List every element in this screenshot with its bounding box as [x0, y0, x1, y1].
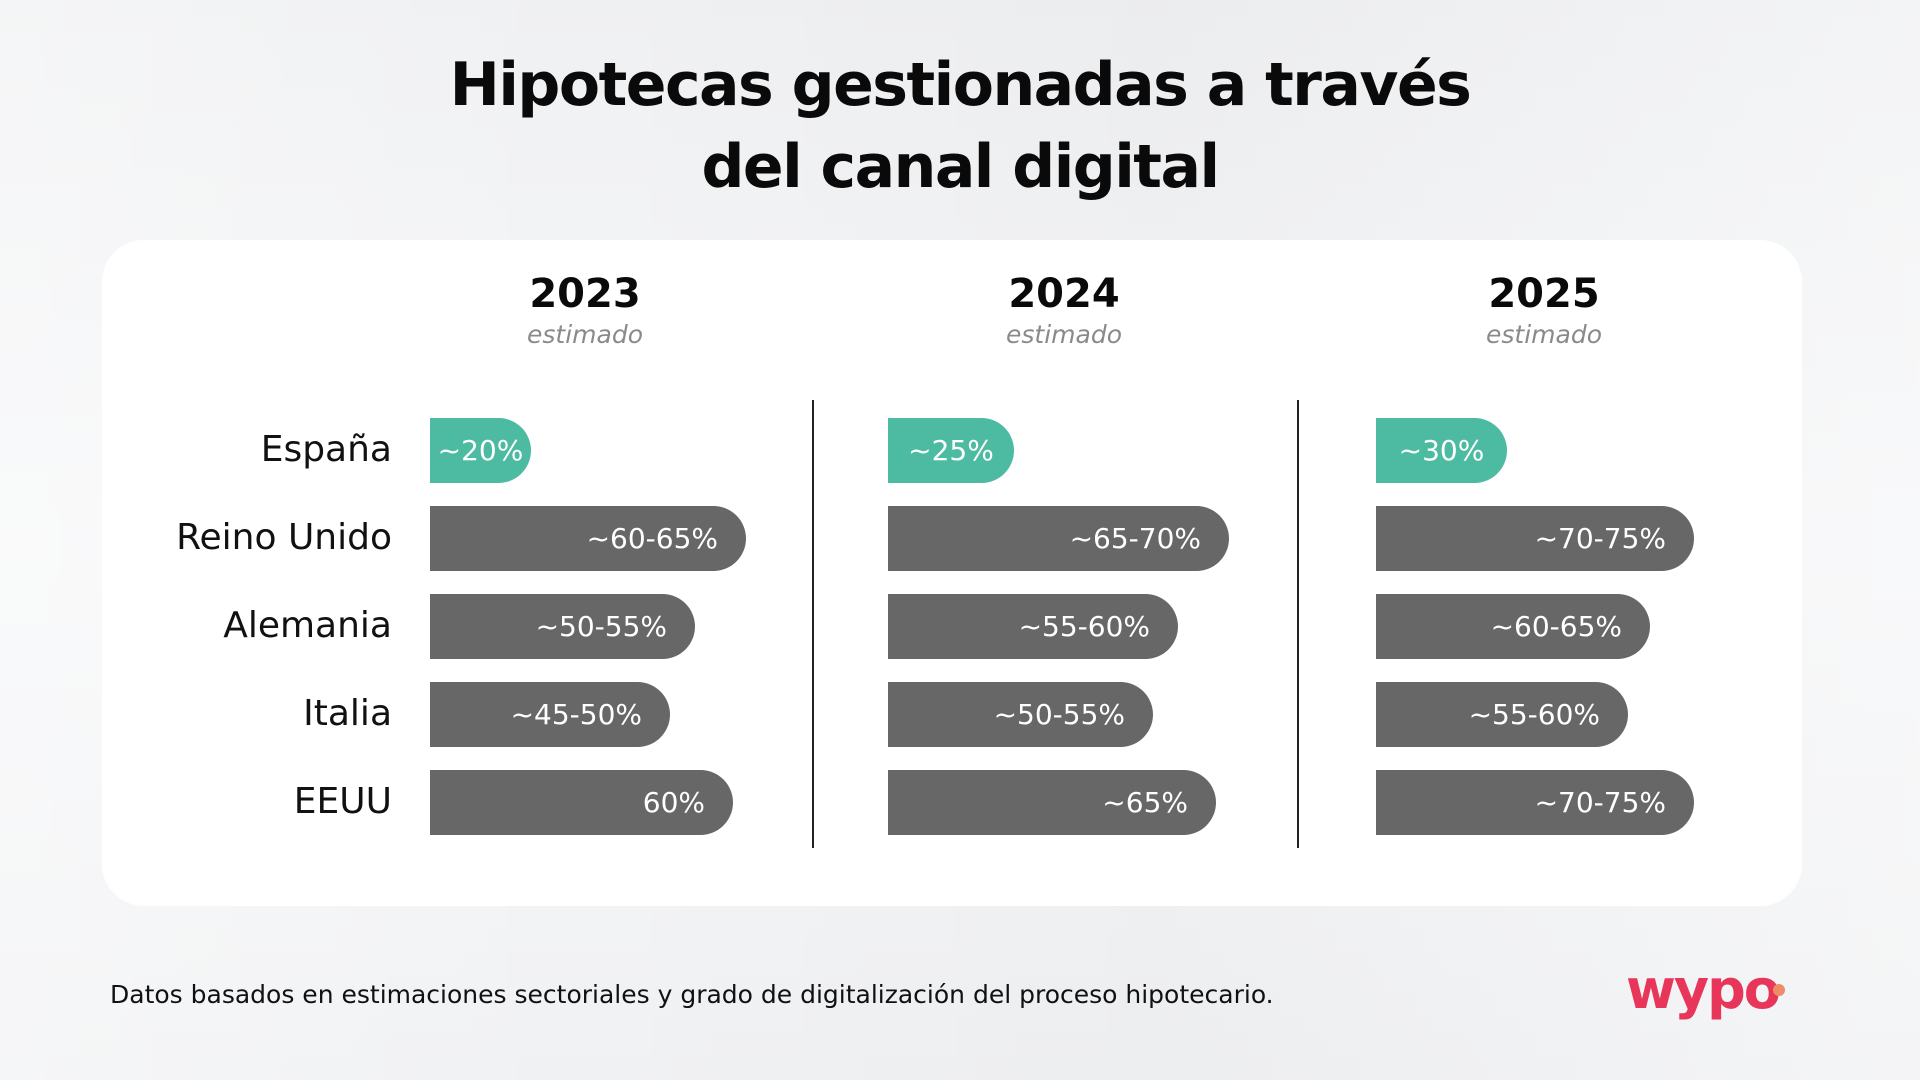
bar-2025-1: ~70-75% [1376, 506, 1694, 571]
bar-label: ~50-55% [535, 610, 667, 643]
panel-year: 2025 [1488, 271, 1600, 317]
bar-2023-1: ~60-65% [430, 506, 746, 571]
bar-2025-4: ~70-75% [1376, 770, 1694, 835]
title-line-2: del canal digital [701, 132, 1220, 202]
panel-divider-1 [1297, 400, 1299, 848]
bar-2023-0: ~20% [430, 418, 531, 483]
bar-2023-4: 60% [430, 770, 733, 835]
title-line-1: Hipotecas gestionadas a través [449, 50, 1472, 120]
bar-label: ~55-60% [1018, 610, 1150, 643]
bar-2023-3: ~45-50% [430, 682, 670, 747]
bar-2024-4: ~65% [888, 770, 1216, 835]
panel-year: 2024 [1008, 271, 1120, 317]
logo-wordmark: wypo [1626, 964, 1779, 1021]
page-title: Hipotecas gestionadas a través del canal… [0, 44, 1920, 208]
bar-2023-2: ~50-55% [430, 594, 695, 659]
logo-accent-dot [1773, 984, 1785, 996]
bar-label: ~65-70% [1069, 522, 1201, 555]
bar-label: ~60-65% [1490, 610, 1622, 643]
country-label-1: Reino Unido [176, 517, 392, 558]
bar-label: ~20% [437, 434, 524, 467]
bar-label: 60% [642, 786, 705, 819]
panel-subtitle: estimado [1006, 320, 1122, 349]
bar-2024-0: ~25% [888, 418, 1014, 483]
panel-divider-0 [812, 400, 814, 848]
bar-label: ~45-50% [510, 698, 642, 731]
bar-label: ~55-60% [1468, 698, 1600, 731]
bar-2025-2: ~60-65% [1376, 594, 1650, 659]
panel-subtitle: estimado [1486, 320, 1602, 349]
bar-2024-3: ~50-55% [888, 682, 1153, 747]
country-label-4: EEUU [293, 781, 392, 822]
bar-2024-1: ~65-70% [888, 506, 1229, 571]
footnote: Datos basados en estimaciones sectoriale… [110, 980, 1274, 1009]
bar-label: ~50-55% [993, 698, 1125, 731]
panel-header-2023: 2023 estimado [435, 270, 735, 352]
country-label-0: España [260, 429, 392, 470]
country-label-2: Alemania [223, 605, 392, 646]
bar-label: ~70-75% [1534, 522, 1666, 555]
wypo-logo: wypo [1626, 964, 1785, 1021]
panel-header-2025: 2025 estimado [1394, 270, 1694, 352]
bar-label: ~25% [908, 434, 994, 467]
bar-label: ~30% [1398, 434, 1485, 467]
bar-label: ~70-75% [1534, 786, 1666, 819]
panel-subtitle: estimado [527, 320, 643, 349]
bar-2025-3: ~55-60% [1376, 682, 1628, 747]
bar-label: ~65% [1102, 786, 1188, 819]
bar-2025-0: ~30% [1376, 418, 1507, 483]
panel-year: 2023 [529, 271, 641, 317]
bar-2024-2: ~55-60% [888, 594, 1178, 659]
panel-header-2024: 2024 estimado [914, 270, 1214, 352]
country-label-3: Italia [303, 693, 392, 734]
bar-label: ~60-65% [586, 522, 718, 555]
